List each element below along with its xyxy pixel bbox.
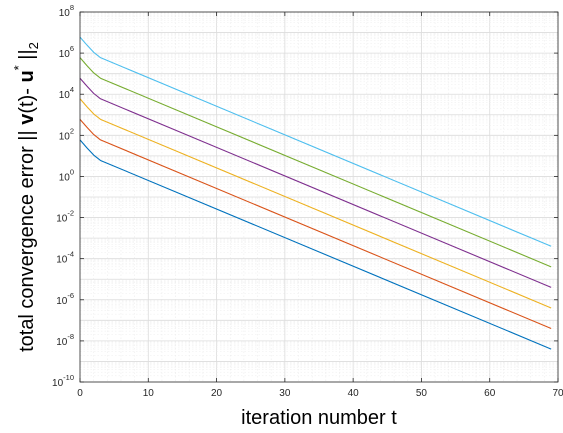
x-tick-label: 30 — [279, 388, 291, 399]
y-tick-label-base: 10 — [56, 296, 68, 307]
y-tick-label-base: 10 — [56, 337, 68, 348]
y-tick-label-base: 10 — [52, 378, 64, 389]
y-tick-label-exponent: -6 — [67, 291, 74, 300]
y-tick-label: 102 — [59, 126, 74, 142]
x-axis-label: iteration number t — [241, 407, 397, 429]
y-tick-label-exponent: 2 — [70, 126, 74, 135]
plot-frame — [79, 11, 559, 383]
series-line-5 — [79, 57, 552, 268]
y-tick-label-exponent: -10 — [63, 373, 74, 382]
y-tick-label-base: 10 — [56, 255, 68, 266]
x-tick-label: 70 — [552, 388, 563, 399]
y-tick-label-exponent: -4 — [67, 250, 74, 259]
y-tick-label-exponent: 6 — [70, 44, 74, 53]
y-tick-label: 10-2 — [56, 209, 74, 225]
y-tick-label-base: 10 — [59, 172, 71, 183]
x-tick-label: 50 — [416, 388, 428, 399]
y-tick-label: 104 — [59, 85, 74, 101]
x-tick-label: 60 — [484, 388, 496, 399]
y-axis-label-star: * — [11, 65, 26, 70]
ticks — [79, 11, 559, 383]
y-tick-label-base: 10 — [56, 214, 68, 225]
y-axis-label-prefix: total convergence error || — [16, 125, 38, 352]
series-line-1 — [79, 139, 552, 350]
x-tick-labels: 0 10 20 30 40 50 60 70 — [77, 388, 563, 399]
y-tick-label-exponent: -2 — [67, 209, 74, 218]
y-tick-label-base: 10 — [59, 131, 71, 142]
y-tick-label: 106 — [59, 44, 74, 60]
x-tick-label: 10 — [143, 388, 155, 399]
y-axis-label-bars: || — [16, 49, 38, 65]
y-tick-label: 100 — [59, 167, 74, 183]
series-line-4 — [79, 77, 552, 288]
y-axis-label-v: v — [16, 113, 38, 125]
series-line-3 — [79, 98, 552, 309]
x-tick-label: 0 — [77, 388, 83, 399]
y-axis-label: total convergence error || v(t)- u* ||2 — [11, 42, 41, 352]
y-tick-label-exponent: 0 — [70, 167, 74, 176]
x-tick-label: 40 — [348, 388, 360, 399]
y-tick-label: 10-4 — [56, 250, 74, 266]
series-layer — [79, 36, 552, 350]
x-tick-label: 20 — [211, 388, 223, 399]
y-axis-label-mid: (t)- — [16, 83, 38, 114]
grid — [80, 12, 558, 382]
y-tick-label-base: 10 — [59, 49, 71, 60]
y-tick-label-base: 10 — [59, 8, 71, 19]
y-tick-label: 10-8 — [56, 332, 74, 348]
y-tick-label-exponent: -8 — [67, 332, 74, 341]
series-line-2 — [79, 118, 552, 330]
y-tick-label-base: 10 — [59, 90, 71, 101]
y-tick-label-exponent: 4 — [70, 85, 74, 94]
y-axis-label-u: u — [16, 70, 38, 82]
series-line-6 — [79, 36, 552, 247]
y-tick-label: 10-10 — [52, 373, 74, 389]
y-axis-label-subscript: 2 — [26, 42, 41, 49]
y-tick-label: 10-6 — [56, 291, 74, 307]
y-tick-label: 108 — [59, 3, 74, 19]
y-tick-label-exponent: 8 — [70, 3, 74, 12]
